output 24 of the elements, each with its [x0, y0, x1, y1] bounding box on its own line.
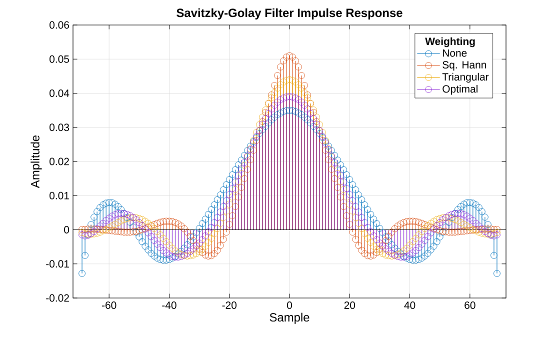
y-tick-label: 0.01 — [50, 192, 69, 200]
y-tick-label: 0.03 — [50, 124, 70, 132]
chart-title: Savitzky-Golay Filter Impulse Response — [176, 8, 402, 20]
legend-label: Optimal — [442, 84, 478, 95]
x-tick-label: -60 — [102, 302, 116, 309]
y-tick-label: 0.05 — [50, 55, 70, 63]
y-tick-label: 0.06 — [50, 21, 70, 29]
legend-label: Triangular — [442, 72, 489, 83]
y-axis-title: Amplitude — [30, 135, 42, 188]
y-tick-label: 0.02 — [50, 158, 69, 166]
y-tick-label: 0 — [64, 226, 70, 234]
x-tick-label: 40 — [404, 302, 416, 309]
x-tick-label: -40 — [162, 302, 176, 309]
x-tick-label: 0 — [287, 302, 292, 309]
x-tick-label: -20 — [222, 302, 237, 309]
x-axis-title: Sample — [270, 312, 310, 324]
y-tick-label: -0.02 — [46, 294, 69, 302]
legend-label: Sq. Hann — [442, 61, 486, 71]
legend-title: Weighting — [425, 37, 475, 48]
y-tick-label: -0.01 — [46, 260, 69, 268]
legend-label: None — [442, 49, 467, 57]
y-tick-label: 0.04 — [50, 90, 70, 97]
x-tick-label: 60 — [464, 302, 476, 309]
x-tick-label: 20 — [344, 302, 356, 309]
